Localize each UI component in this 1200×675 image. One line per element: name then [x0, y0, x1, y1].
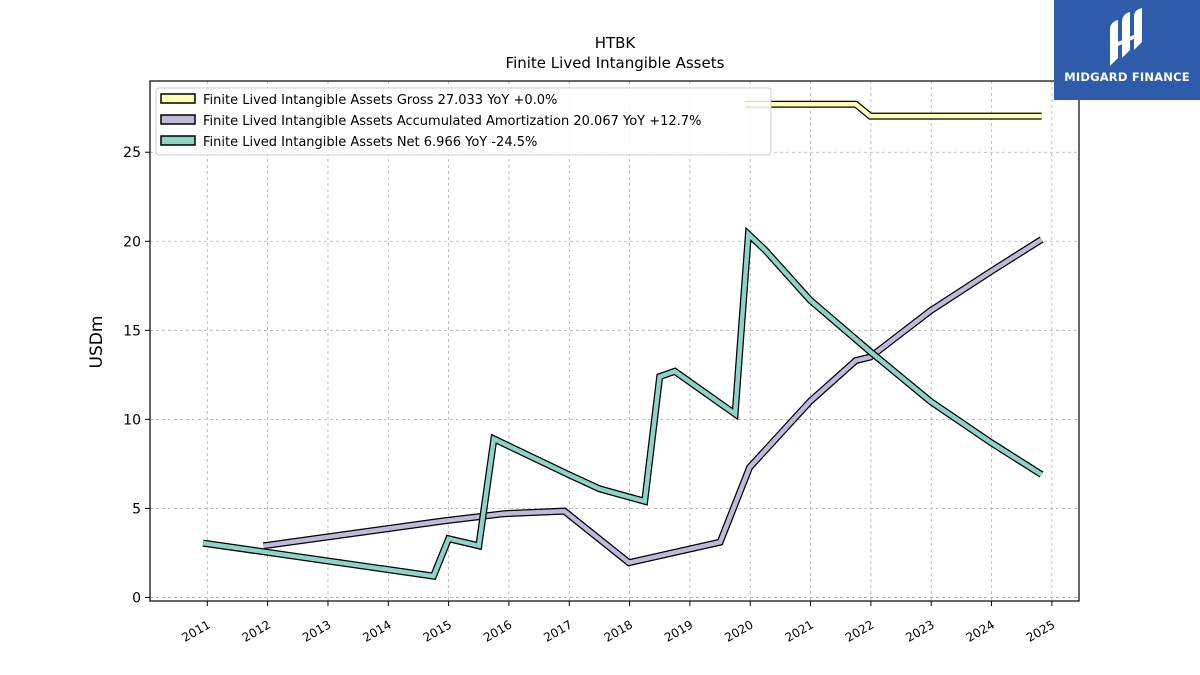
x-tick-label: 2016 — [481, 617, 514, 644]
legend-swatch-1 — [160, 114, 196, 125]
brand-logo-icon — [1110, 8, 1142, 66]
chart-title: HTBK — [595, 34, 637, 52]
plot-frame — [149, 80, 1080, 602]
series-1-line — [263, 237, 1043, 566]
grid — [150, 81, 1079, 601]
legend-swatch-0 — [160, 93, 196, 104]
x-tick-label: 2021 — [783, 617, 816, 644]
x-tick-label: 2019 — [662, 617, 695, 644]
x-tick-label: 2022 — [843, 617, 876, 644]
chart-subtitle: Finite Lived Intangible Assets — [506, 54, 725, 72]
x-tick-label: 2024 — [964, 617, 997, 644]
legend-swatch-2 — [160, 135, 196, 146]
series-2-outline — [202, 226, 1044, 580]
series-0-line — [745, 101, 1042, 119]
x-tick-label: 2013 — [300, 617, 333, 644]
axes: 2011 2012 2013 2014 2015 2016 2017 2018 2019 2020… — [123, 145, 1057, 645]
y-tick-label: 10 — [123, 412, 141, 428]
x-tick-label: 2012 — [240, 617, 273, 644]
y-tick-label: 20 — [123, 234, 141, 250]
series-2-line — [202, 229, 1043, 579]
legend-label-2: Finite Lived Intangible Assets Net 6.966… — [203, 135, 537, 150]
x-tick-label: 2023 — [903, 617, 936, 644]
x-tick-label: 2015 — [421, 617, 454, 644]
x-tick-label: 2020 — [722, 617, 755, 644]
x-tick-label: 2018 — [602, 617, 635, 644]
legend-label-1: Finite Lived Intangible Assets Accumulat… — [203, 114, 701, 129]
y-tick-label: 15 — [123, 323, 141, 339]
y-tick-label: 0 — [132, 590, 141, 606]
x-tick-label: 2014 — [360, 617, 393, 644]
brand-logo: MIDGARD FINANCE — [1054, 0, 1200, 100]
brand-name: MIDGARD FINANCE — [1064, 70, 1190, 84]
y-axis-label: USDm — [87, 316, 107, 369]
legend-label-0: Finite Lived Intangible Assets Gross 27.… — [203, 93, 557, 108]
legend-box — [155, 87, 772, 156]
y-tick-label: 5 — [132, 501, 141, 517]
x-tick-label: 2025 — [1024, 617, 1057, 644]
y-tick-label: 25 — [123, 145, 141, 161]
legend: Finite Lived Intangible Assets Gross 27.… — [155, 87, 772, 156]
x-tick-label: 2011 — [179, 617, 212, 644]
x-tick-label: 2017 — [541, 617, 574, 644]
series-lines — [202, 100, 1044, 580]
